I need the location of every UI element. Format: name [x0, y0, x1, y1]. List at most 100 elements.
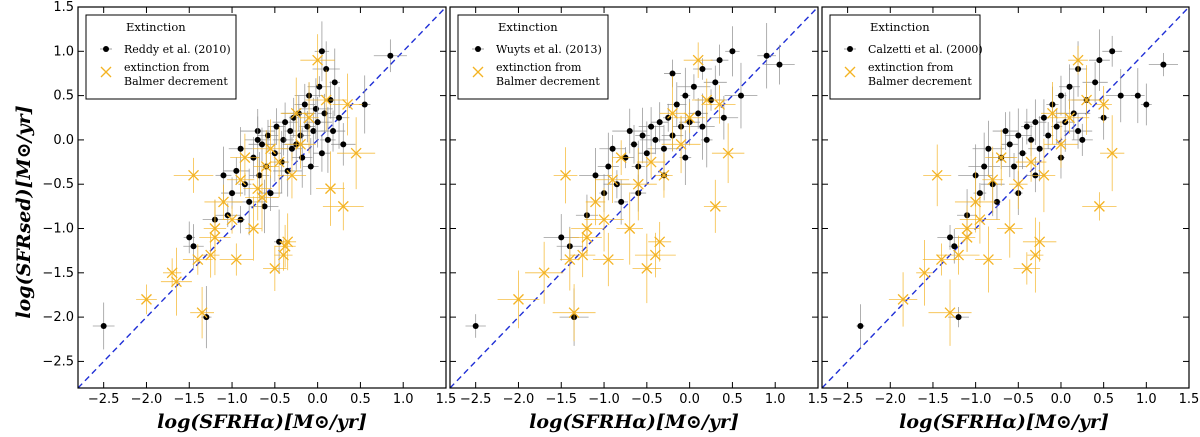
data-point-dot: [1096, 57, 1103, 64]
legend-entry-crosses-line2: Balmer decrement: [868, 75, 972, 88]
data-point-dot: [254, 136, 261, 143]
data-point-dot: [323, 66, 330, 73]
data-point-dot: [190, 243, 197, 250]
data-point-dot: [648, 123, 655, 130]
data-point-dot: [1002, 128, 1009, 135]
x-tick-label: −0.5: [631, 392, 663, 407]
data-point-dot: [682, 92, 689, 99]
data-point-cross: [188, 169, 199, 181]
data-point-dot: [261, 203, 268, 210]
data-point-dot: [690, 83, 697, 90]
data-point-cross: [247, 223, 259, 234]
data-point-cross: [277, 249, 289, 261]
y-axis-title: log(SFRsed)[M⊙/yr]: [13, 105, 35, 318]
data-point-cross: [1025, 156, 1037, 168]
data-point-dot: [712, 79, 719, 86]
legend-entry-crosses-line1: extinction from: [868, 61, 954, 74]
data-point-cross: [654, 236, 666, 248]
data-point-cross: [607, 174, 619, 186]
data-point-cross: [577, 249, 589, 261]
x-tick-label: −1.0: [216, 392, 248, 407]
data-point-cross: [350, 147, 362, 159]
one-to-one-line: [450, 7, 818, 388]
data-point-cross: [714, 99, 726, 110]
data-point-dot: [273, 123, 280, 130]
legend-entry-crosses-line1: extinction from: [124, 61, 210, 74]
data-point-cross: [312, 54, 324, 66]
data-point-cross: [1029, 249, 1041, 261]
data-point-cross: [265, 143, 277, 155]
data-point-dot: [776, 61, 783, 68]
data-point-dot: [605, 163, 612, 170]
data-point-dot: [290, 114, 297, 121]
data-point-cross: [273, 156, 285, 168]
legend-box: [85, 14, 237, 100]
data-point-cross: [1106, 147, 1118, 159]
legend-dot-marker: [847, 46, 853, 52]
data-point-cross: [931, 169, 943, 181]
plot-area-1: [450, 7, 818, 388]
y-tick-label: −1.5: [42, 266, 74, 281]
data-point-cross: [560, 169, 571, 181]
y-tick-label: 1.5: [53, 0, 74, 15]
data-point-dot: [1066, 83, 1073, 90]
data-point-dot: [673, 101, 680, 108]
data-point-dot: [276, 238, 283, 245]
legend-dot-marker: [103, 46, 109, 52]
data-point-cross: [1098, 99, 1110, 110]
data-point-dot: [1023, 123, 1030, 130]
data-point-cross: [295, 138, 306, 150]
data-point-cross: [209, 231, 221, 243]
legend-title: Extinction: [870, 20, 930, 34]
data-point-dot: [985, 145, 992, 152]
data-point-dot: [318, 150, 325, 157]
panel-middle: −2.5 −2.0 −1.5 −1.0 −0.5 0.0 0.5 1.0 1.5 Extincti…: [449, 6, 828, 407]
data-point-dot: [310, 128, 317, 135]
data-point-dot: [472, 322, 479, 329]
axes-frame: [449, 6, 819, 389]
data-point-cross: [692, 54, 704, 66]
data-point-dot: [737, 92, 744, 99]
data-point-cross: [953, 249, 965, 261]
data-point-dot: [1032, 119, 1039, 126]
data-point-dot: [1045, 132, 1052, 139]
data-point-cross: [624, 223, 636, 234]
data-point-dot: [1075, 128, 1082, 135]
data-point-dot: [763, 52, 770, 59]
data-point-cross: [970, 196, 982, 208]
data-point-cross: [598, 214, 610, 226]
data-point-dot: [669, 70, 676, 77]
data-point-dot: [282, 119, 289, 126]
data-point-dot: [639, 132, 646, 139]
data-point-cross: [658, 169, 670, 181]
legend-title: Extinction: [126, 20, 186, 34]
data-point-dot: [618, 198, 625, 205]
data-point-dot: [947, 234, 954, 241]
data-point-dot: [631, 141, 637, 148]
legend-entry-crosses-line2: Balmer decrement: [496, 75, 600, 88]
x-tick-label: 0.5: [1093, 392, 1114, 407]
data-point-dot: [652, 136, 659, 143]
x-tick-label: 0.5: [350, 392, 371, 407]
panel-left: −2.5 −2.0 −1.5 −1.0 −0.5 0.0 0.5 1.0 1.5 −2.5 −2.0…: [42, 0, 456, 407]
x-tick-label: 0.0: [679, 392, 700, 407]
data-point-dot: [1006, 141, 1013, 148]
data-point-dot: [1143, 101, 1150, 108]
data-point-dot: [695, 110, 702, 117]
x-tick-label: 1.0: [1136, 392, 1157, 407]
legend-cross-marker: [844, 66, 856, 78]
data-point-cross: [568, 307, 580, 319]
x-tick-label: −2.5: [460, 392, 492, 407]
plot-area-2: [822, 7, 1189, 388]
data-point-cross: [581, 231, 593, 243]
data-point-cross: [166, 267, 178, 279]
x-tick-label: −1.5: [173, 392, 205, 407]
data-point-cross: [1004, 223, 1016, 234]
data-point-cross: [325, 183, 336, 195]
data-point-cross: [1021, 262, 1033, 274]
data-point-dot: [682, 154, 689, 161]
data-point-dot: [1134, 92, 1141, 99]
data-point-dot: [1160, 61, 1167, 68]
data-point-dot: [716, 57, 723, 64]
data-point-cross: [218, 196, 229, 208]
